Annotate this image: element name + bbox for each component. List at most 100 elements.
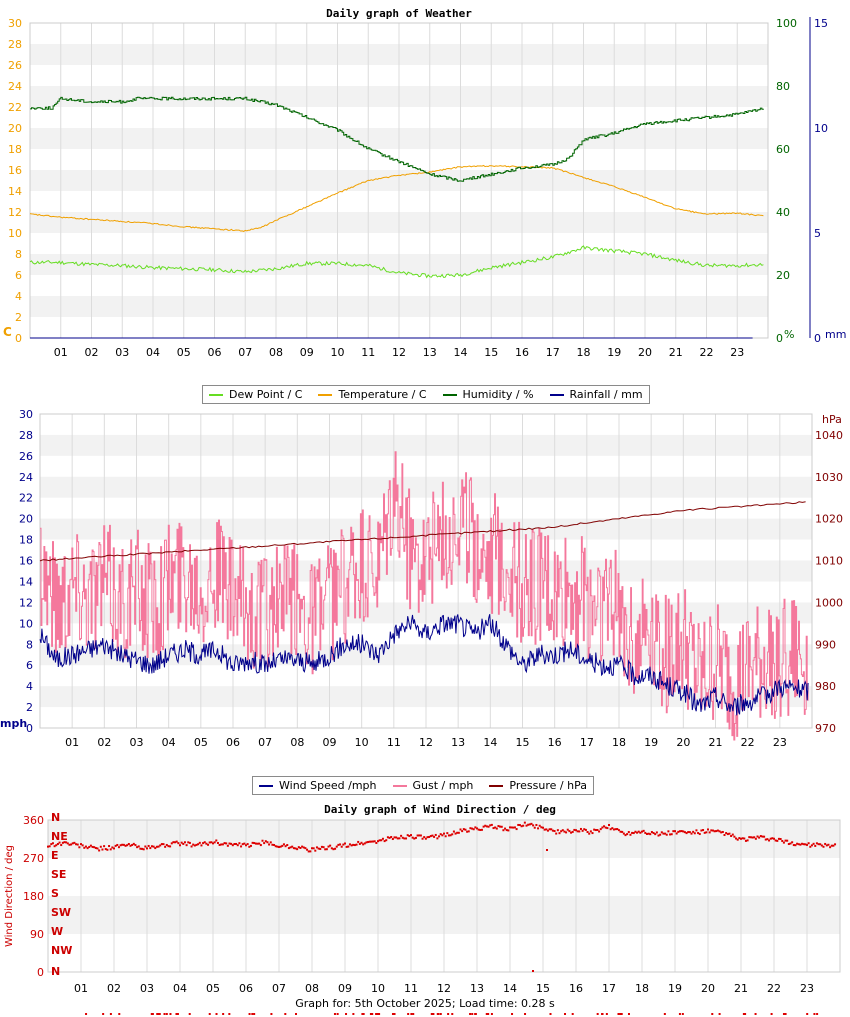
- direction-point: [447, 834, 450, 837]
- compass-label: W: [51, 925, 63, 938]
- direction-point: [532, 824, 535, 827]
- weather-x-tick-label: 22: [700, 346, 714, 359]
- weather-series-1-line: [29, 164, 764, 232]
- direction-point: [276, 845, 279, 848]
- direction-point: [109, 848, 112, 851]
- direction-point: [197, 843, 200, 846]
- direction-point: [740, 837, 742, 840]
- weather-x-tick-label: 06: [208, 346, 222, 359]
- compass-label: SE: [51, 868, 66, 881]
- direction-point: [617, 1013, 620, 1015]
- direction-x-tick-label: 05: [206, 982, 220, 995]
- direction-point: [768, 839, 771, 842]
- direction-point: [286, 844, 289, 847]
- direction-point: [144, 845, 147, 848]
- direction-point: [702, 829, 705, 832]
- direction-point: [782, 1013, 785, 1015]
- direction-point: [620, 1013, 623, 1015]
- direction-point: [482, 825, 485, 828]
- direction-point: [361, 1013, 364, 1015]
- direction-point: [314, 849, 317, 852]
- direction-point: [560, 830, 563, 833]
- direction-point: [781, 839, 784, 842]
- direction-point: [594, 829, 597, 832]
- direction-point: [345, 1013, 348, 1015]
- direction-point: [672, 830, 675, 833]
- direction-point: [347, 845, 350, 848]
- wind-x-tick-label: 03: [130, 736, 144, 749]
- direction-point: [177, 842, 180, 845]
- direction-point: [235, 842, 238, 845]
- wind-x-tick-label: 04: [162, 736, 176, 749]
- direction-point: [180, 841, 183, 844]
- direction-point: [437, 1013, 440, 1015]
- legend-wind: Wind Speed /mph Gust / mph Pressure / hP…: [252, 776, 594, 795]
- direction-point: [599, 828, 602, 831]
- direction-point: [295, 1013, 298, 1015]
- direction-point: [469, 1013, 472, 1015]
- direction-point: [61, 841, 64, 844]
- direction-x-tick-label: 10: [371, 982, 385, 995]
- direction-point: [639, 831, 642, 834]
- direction-point: [558, 832, 561, 835]
- direction-point: [261, 839, 264, 842]
- wind-speed-unit: mph: [0, 717, 27, 730]
- weather-x-tick-label: 13: [423, 346, 437, 359]
- direction-point: [207, 843, 210, 846]
- direction-point: [358, 842, 361, 845]
- direction-point: [248, 1013, 251, 1015]
- direction-point: [802, 843, 805, 846]
- direction-point: [443, 832, 445, 835]
- direction-point: [495, 827, 498, 830]
- direction-x-tick-label: 18: [635, 982, 649, 995]
- direction-point: [819, 843, 822, 846]
- direction-point: [807, 842, 810, 845]
- direction-point: [799, 843, 802, 846]
- wind-speed-y-tick-label: 16: [19, 555, 33, 568]
- direction-x-tick-label: 03: [140, 982, 154, 995]
- direction-y-tick-label: 0: [37, 966, 44, 979]
- weather-x-tick-label: 08: [269, 346, 283, 359]
- weather-rain-y-tick-label: 10: [814, 122, 828, 135]
- weather-x-tick-label: 21: [669, 346, 683, 359]
- direction-point: [175, 840, 178, 843]
- direction-point: [782, 841, 785, 844]
- legend-item-windspeed: Wind Speed /mph: [259, 779, 377, 792]
- direction-point: [713, 830, 716, 833]
- weather-temp-y-tick-label: 8: [15, 248, 22, 261]
- direction-point: [681, 1013, 684, 1015]
- direction-point: [611, 827, 614, 830]
- direction-point: [410, 1013, 413, 1015]
- compass-label: E: [51, 849, 59, 862]
- direction-point: [520, 825, 523, 828]
- direction-point: [81, 844, 84, 847]
- direction-point: [824, 842, 827, 845]
- direction-point: [566, 828, 569, 831]
- direction-point: [556, 829, 559, 832]
- direction-point: [363, 842, 366, 845]
- compass-label: N: [51, 965, 60, 978]
- direction-point: [86, 847, 89, 850]
- direction-point: [527, 823, 530, 826]
- weather-temp-y-tick-label: 28: [8, 38, 22, 51]
- direction-point: [395, 836, 398, 839]
- weather-x-tick-label: 03: [115, 346, 129, 359]
- direction-point: [431, 834, 434, 837]
- direction-point: [94, 847, 97, 850]
- wind-x-tick-label: 02: [97, 736, 111, 749]
- direction-point: [53, 845, 56, 848]
- direction-point: [426, 836, 429, 839]
- direction-point: [617, 829, 620, 832]
- direction-point: [216, 841, 219, 844]
- direction-point: [736, 838, 739, 841]
- direction-point: [744, 1013, 747, 1015]
- direction-point: [85, 1013, 88, 1015]
- direction-point: [306, 848, 309, 851]
- weather-x-tick-label: 10: [331, 346, 345, 359]
- wind-pressure-y-tick-label: 1030: [815, 471, 843, 484]
- direction-point: [253, 1013, 256, 1015]
- direction-point: [754, 837, 757, 840]
- direction-point: [342, 843, 345, 846]
- direction-point: [372, 840, 375, 843]
- direction-point: [271, 843, 274, 846]
